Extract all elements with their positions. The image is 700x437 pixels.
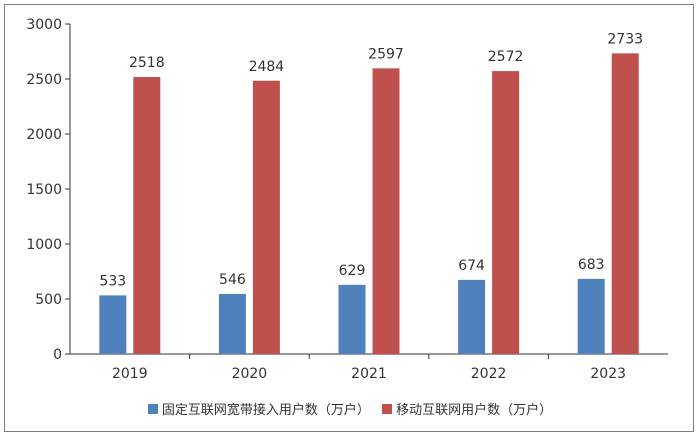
bar-fixed-broadband-2020 (218, 293, 246, 354)
y-tick-label: 1000 (26, 237, 62, 253)
bar-fixed-broadband-2023 (577, 278, 605, 354)
x-tick-label: 2021 (351, 366, 387, 382)
y-tick-label: 500 (35, 292, 62, 308)
y-tick-label: 2500 (26, 72, 62, 88)
chart-labels: 533 546 629 674 683 2518 2484 2597 2572 2733 (99, 31, 643, 289)
data-label-fixed-broadband-2023: 683 (578, 257, 605, 273)
legend-item-mobile-internet: 移动互联网用户数（万户） (382, 399, 552, 418)
bar-fixed-broadband-2022 (458, 279, 486, 354)
y-tick-label: 0 (53, 347, 62, 363)
y-tick-label: 3000 (26, 17, 62, 33)
chart-bars (99, 53, 639, 355)
chart-axes: 0 500 1000 1500 2000 2500 3000 2019 2020 2021 2022… (26, 17, 668, 382)
data-label-mobile-internet-2021: 2597 (368, 46, 404, 62)
bar-mobile-internet-2023 (611, 53, 639, 355)
x-tick-label: 2019 (112, 366, 148, 382)
bar-fixed-broadband-2019 (99, 295, 127, 354)
data-label-fixed-broadband-2020: 546 (219, 272, 246, 288)
data-label-fixed-broadband-2021: 629 (339, 263, 366, 279)
bar-mobile-internet-2020 (252, 80, 280, 354)
bar-mobile-internet-2019 (133, 77, 161, 355)
y-tick-label: 1500 (26, 182, 62, 198)
bar-mobile-internet-2022 (492, 71, 520, 354)
legend-label-mobile-internet: 移动互联网用户数（万户） (396, 403, 553, 418)
data-label-mobile-internet-2023: 2733 (607, 31, 643, 47)
y-tick-label: 2000 (26, 127, 62, 143)
chart-frame (4, 4, 694, 432)
x-tick-label: 2020 (232, 366, 268, 382)
bar-mobile-internet-2021 (372, 68, 400, 354)
data-label-mobile-internet-2020: 2484 (249, 59, 285, 75)
data-label-fixed-broadband-2022: 674 (458, 258, 485, 274)
bar-fixed-broadband-2021 (338, 284, 366, 354)
x-tick-label: 2023 (590, 366, 626, 382)
legend-swatch-fixed-broadband (147, 403, 158, 414)
data-label-fixed-broadband-2019: 533 (99, 273, 126, 289)
chart-legend: 固定互联网宽带接入用户数（万户） 移动互联网用户数（万户） (0, 399, 700, 418)
data-label-mobile-internet-2019: 2518 (129, 55, 165, 71)
legend-item-fixed-broadband: 固定互联网宽带接入用户数（万户） (147, 399, 370, 418)
legend-swatch-mobile-internet (382, 403, 393, 414)
x-tick-label: 2022 (471, 366, 507, 382)
data-label-mobile-internet-2022: 2572 (488, 49, 524, 65)
legend-label-fixed-broadband: 固定互联网宽带接入用户数（万户） (161, 403, 370, 418)
